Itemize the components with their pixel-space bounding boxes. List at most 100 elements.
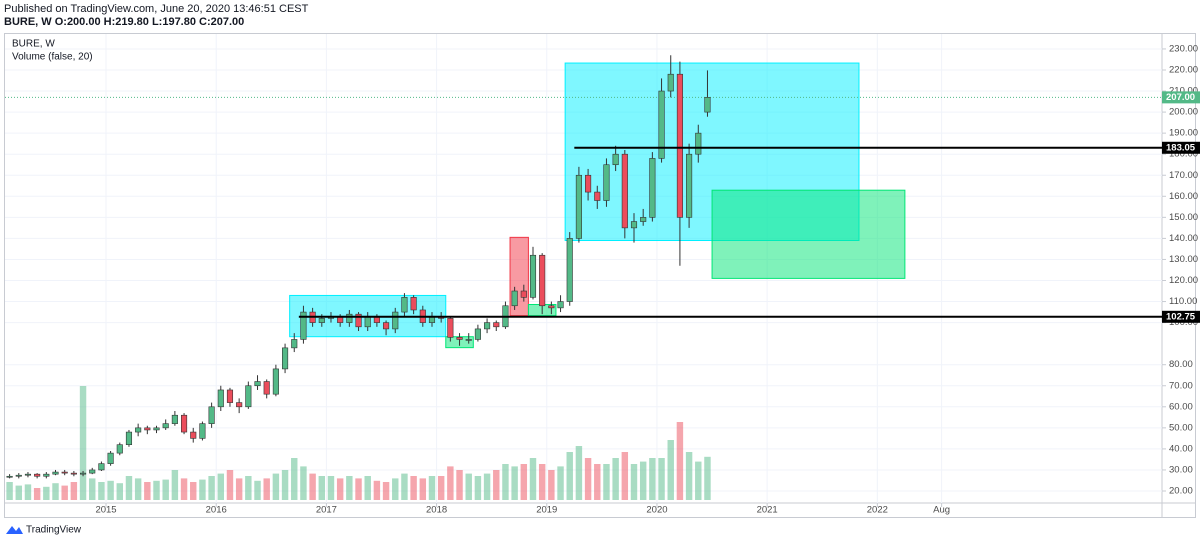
plot: 20.0030.0040.0050.0060.0070.0080.00100.0…	[5, 34, 1200, 516]
candle-body	[575, 174, 582, 239]
volume-bar	[685, 452, 693, 500]
candle-body	[144, 427, 151, 431]
volume-bar	[465, 473, 472, 500]
volume-bar	[594, 464, 601, 500]
volume-bar	[263, 478, 270, 500]
volume-bar	[529, 458, 537, 500]
volume-bar	[162, 479, 169, 500]
brand: TradingView	[26, 525, 82, 536]
volume-bar	[447, 466, 454, 500]
volume-bar	[392, 478, 399, 500]
volume-bar	[373, 480, 381, 500]
volume-bar	[15, 485, 22, 500]
legend-volume: Volume (false, 20)	[12, 52, 93, 63]
y-tick-label: 110.00	[1169, 296, 1197, 307]
candle-body	[34, 473, 41, 477]
x-tick-label: 2021	[757, 505, 778, 516]
volume-bar	[520, 464, 528, 500]
candle-body	[226, 389, 234, 403]
volume-bar	[116, 483, 123, 500]
candle-body	[548, 305, 555, 309]
candle-body	[116, 444, 123, 454]
candle-body	[658, 90, 665, 159]
volume-bar	[621, 452, 629, 500]
volume-bar	[254, 480, 261, 500]
volume-bar	[134, 478, 142, 500]
y-tick-label: 230.00	[1169, 43, 1198, 54]
candle-body	[621, 153, 628, 229]
price-label: 183.05	[1166, 142, 1196, 153]
volume-bar	[649, 458, 656, 500]
candle-body	[208, 406, 215, 424]
volume-bar	[557, 466, 564, 500]
last-price-box	[1162, 91, 1200, 104]
y-tick-label: 20.00	[1169, 486, 1193, 497]
volume-bar	[603, 464, 610, 500]
volume-bar	[364, 476, 371, 500]
candle-body	[640, 217, 647, 222]
candle-body	[456, 337, 463, 340]
x-tick-label: 2022	[867, 505, 888, 516]
candle-body	[135, 427, 142, 433]
candle-body	[245, 385, 252, 408]
x-tick-label: 2016	[206, 505, 227, 516]
candle-body	[383, 322, 390, 330]
candle-body	[539, 254, 546, 307]
y-tick-label: 140.00	[1169, 233, 1198, 244]
candle-body	[401, 297, 408, 313]
x-tick-label: Aug	[933, 505, 950, 516]
y-tick-label: 210.00	[1169, 86, 1198, 97]
published: Published on TradingView.com, June 20, 2…	[4, 3, 309, 15]
candle-body	[236, 402, 243, 408]
candle-body	[89, 469, 96, 474]
candle-body	[79, 472, 87, 475]
volume-bar	[281, 470, 289, 500]
candle-body	[263, 381, 270, 395]
volume-bar	[125, 476, 133, 500]
volume-bar	[704, 456, 711, 500]
y-tick-label: 190.00	[1169, 128, 1198, 139]
candle-body	[61, 471, 68, 474]
y-tick-label: 30.00	[1169, 464, 1193, 475]
y-tick-label: 70.00	[1169, 380, 1193, 391]
candle-body	[199, 423, 206, 439]
volume-bar	[33, 488, 41, 500]
volume-bar	[493, 470, 500, 500]
candle-body	[107, 452, 114, 464]
candle-body	[667, 73, 674, 92]
candle-body	[649, 158, 656, 218]
volume-bar	[208, 476, 215, 500]
candle-body	[318, 318, 325, 323]
candle-body	[484, 322, 491, 330]
volume-bar	[43, 486, 50, 500]
candle-body	[24, 473, 32, 476]
volume-bar	[98, 482, 105, 500]
candle-body	[70, 472, 77, 475]
candle-body	[282, 347, 289, 370]
candle-body	[566, 238, 573, 302]
y-tick-label: 220.00	[1169, 65, 1198, 76]
volume-bar	[410, 476, 417, 500]
candle-body	[125, 431, 133, 445]
volume-bar	[419, 478, 427, 500]
volume-bar	[318, 476, 326, 500]
volume-bar	[511, 466, 518, 500]
candle-body	[594, 191, 601, 201]
volume-bar	[437, 476, 445, 500]
volume-bar	[61, 485, 68, 500]
candle-body	[355, 313, 362, 328]
x-tick-label: 2017	[316, 505, 337, 516]
candle-body	[52, 471, 59, 475]
candle-body	[15, 474, 22, 477]
y-tick-label: 80.00	[1169, 359, 1193, 370]
volume-bar	[327, 476, 335, 500]
volume-bar	[235, 478, 243, 500]
x-tick-label: 2020	[646, 505, 667, 516]
candle-body	[630, 221, 638, 229]
volume-bar	[667, 440, 674, 500]
volume-bar	[456, 470, 463, 500]
candle-body	[474, 328, 481, 340]
y-tick-label: 160.00	[1169, 191, 1198, 202]
y-tick-label: 40.00	[1169, 443, 1193, 454]
candle-body	[300, 311, 307, 340]
